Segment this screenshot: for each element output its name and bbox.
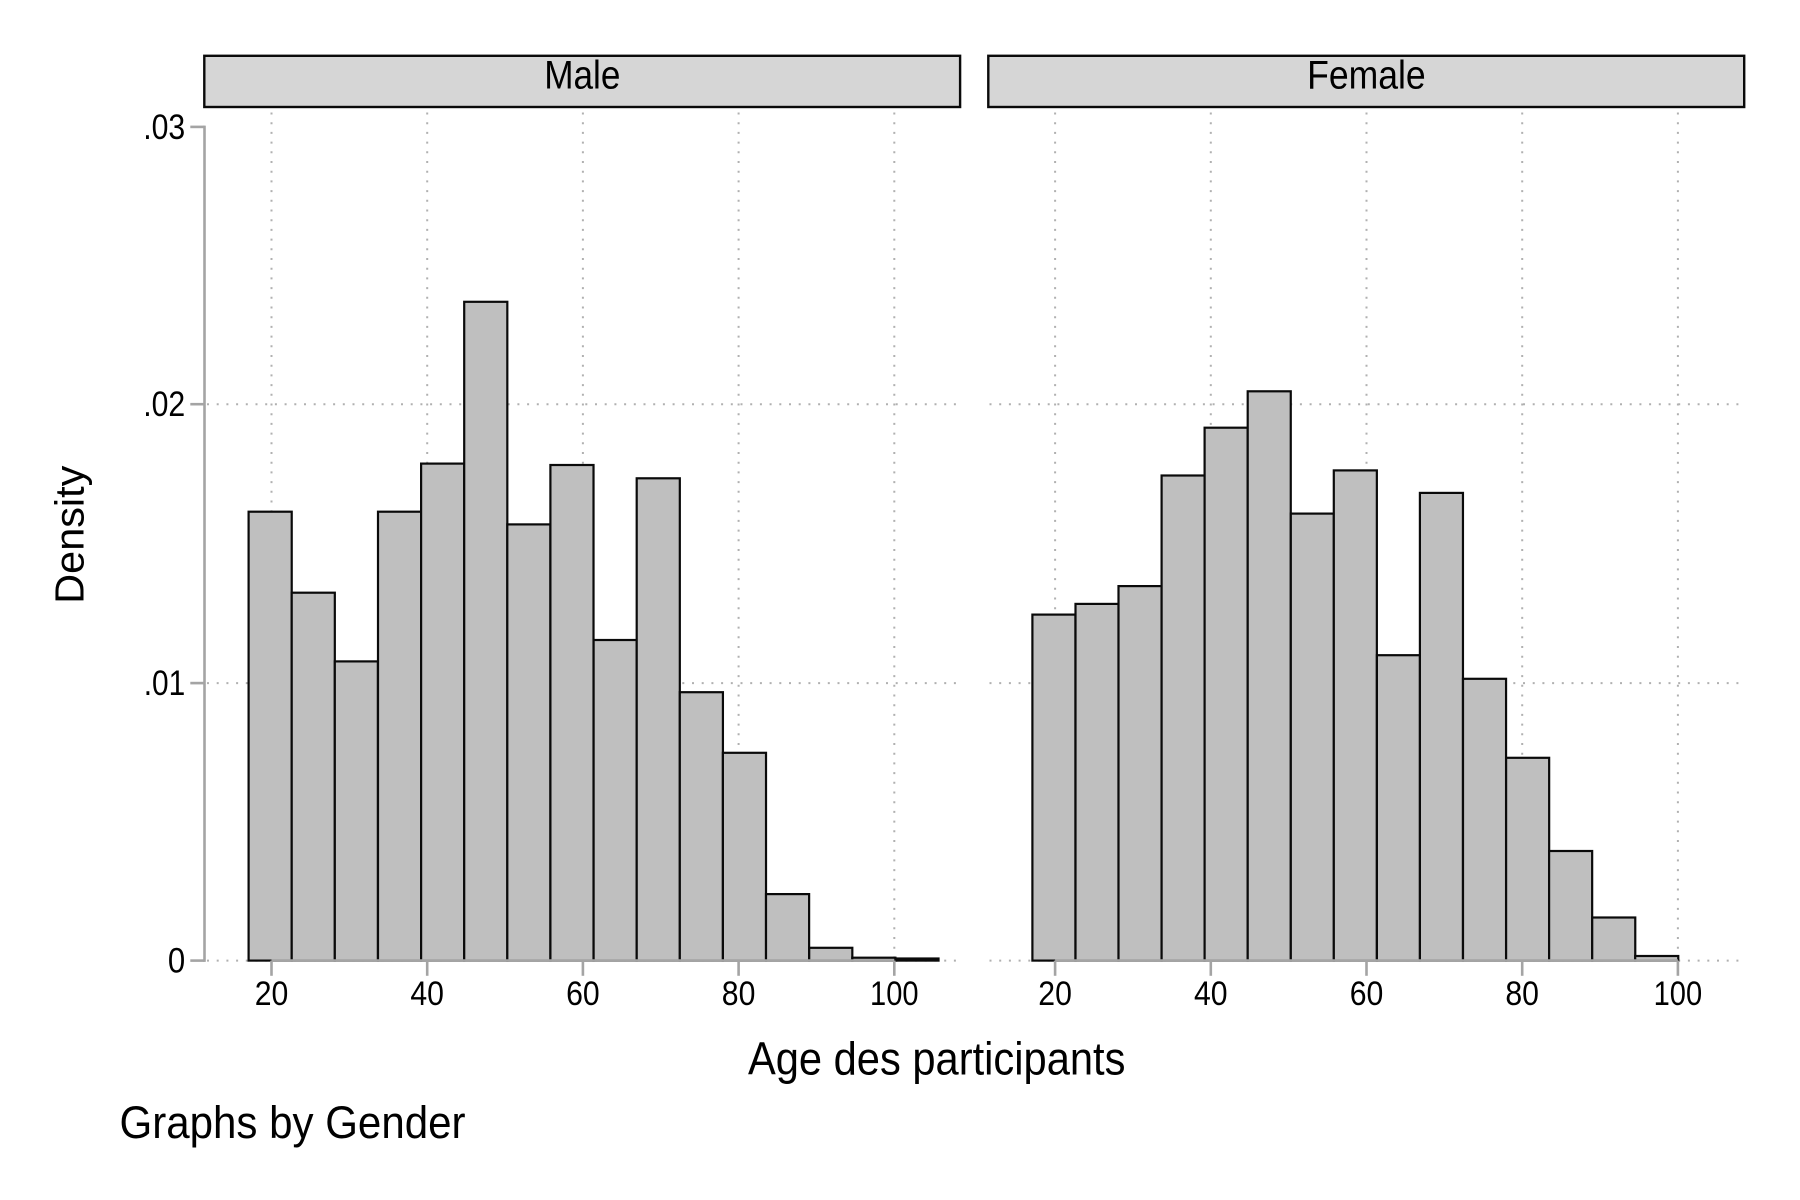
svg-text:60: 60 [566, 975, 600, 1013]
svg-text:60: 60 [1350, 975, 1384, 1013]
svg-text:100: 100 [870, 975, 919, 1013]
svg-text:80: 80 [722, 975, 756, 1013]
svg-text:40: 40 [1194, 975, 1228, 1013]
svg-text:Female: Female [1307, 54, 1426, 98]
svg-text:20: 20 [1038, 975, 1072, 1013]
svg-text:.01: .01 [144, 664, 186, 703]
svg-text:40: 40 [410, 975, 444, 1013]
svg-text:20: 20 [255, 975, 289, 1013]
svg-text:100: 100 [1654, 975, 1703, 1013]
svg-text:Graphs by Gender: Graphs by Gender [120, 1097, 466, 1148]
svg-text:0: 0 [168, 942, 185, 981]
svg-text:Density: Density [47, 465, 93, 603]
svg-text:80: 80 [1505, 975, 1539, 1013]
svg-text:Age des participants: Age des participants [748, 1033, 1126, 1085]
svg-text:.03: .03 [143, 108, 185, 147]
svg-text:.02: .02 [143, 385, 185, 424]
svg-text:Male: Male [544, 54, 620, 98]
